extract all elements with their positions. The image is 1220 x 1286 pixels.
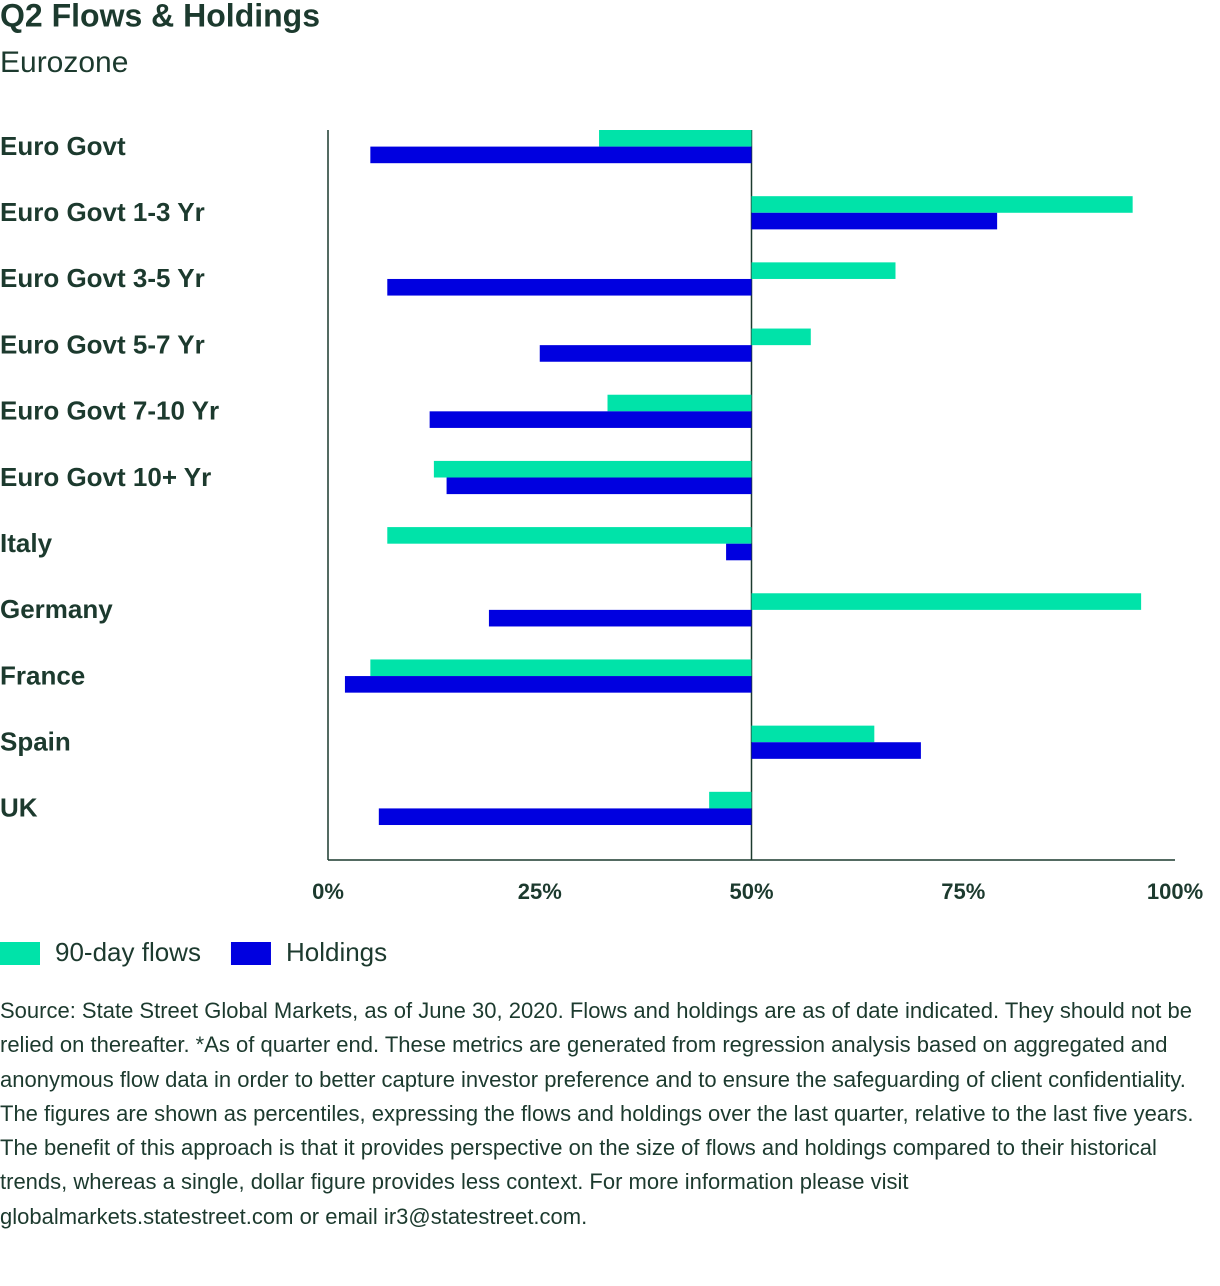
legend-swatch <box>0 942 40 965</box>
category-label: Germany <box>0 594 113 624</box>
chart: Q2 Flows & Holdings Eurozone 0% 25% 50% 75%… <box>0 0 1203 967</box>
bar <box>599 130 752 147</box>
bar <box>539 345 752 362</box>
category-label: Euro Govt 7-10 Yr <box>0 396 219 426</box>
bar <box>751 593 1142 610</box>
x-tick-label: 25% <box>518 879 562 904</box>
bar <box>370 659 752 677</box>
x-tick-label: 100% <box>1147 879 1203 904</box>
category-label: Euro Govt 1-3 Yr <box>0 197 205 227</box>
bar <box>751 262 896 279</box>
bar <box>387 527 752 544</box>
legend-label: Holdings <box>286 937 387 967</box>
bar <box>378 808 752 826</box>
chart-title: Q2 Flows & Holdings <box>0 0 320 33</box>
bar <box>429 411 752 428</box>
category-label: Euro Govt <box>0 131 126 161</box>
legend-swatch <box>230 942 271 965</box>
bar <box>751 212 998 230</box>
bar <box>709 791 752 809</box>
bar <box>387 278 752 296</box>
bar <box>726 543 752 561</box>
category-label: Italy <box>0 528 53 558</box>
category-label: Spain <box>0 727 71 757</box>
bar <box>344 676 752 693</box>
bar <box>446 477 752 495</box>
footnote: Source: State Street Global Markets, as … <box>0 998 1194 1229</box>
bar <box>751 725 875 743</box>
legend-label: 90-day flows <box>55 937 201 967</box>
x-tick-label: 50% <box>729 879 773 904</box>
bar <box>751 196 1133 213</box>
bar <box>607 394 752 412</box>
category-label: Euro Govt 3-5 Yr <box>0 263 205 293</box>
x-tick-label: 0% <box>312 879 344 904</box>
category-label: France <box>0 660 85 690</box>
bar <box>751 328 811 346</box>
x-tick-label: 75% <box>941 879 985 904</box>
chart-subtitle: Eurozone <box>0 46 128 79</box>
bar <box>751 742 921 759</box>
bar <box>488 609 752 627</box>
category-label: UK <box>0 793 38 823</box>
category-label: Euro Govt 10+ Yr <box>0 462 211 492</box>
category-label: Euro Govt 5-7 Yr <box>0 329 205 359</box>
bar <box>433 460 752 478</box>
bar <box>370 146 752 164</box>
